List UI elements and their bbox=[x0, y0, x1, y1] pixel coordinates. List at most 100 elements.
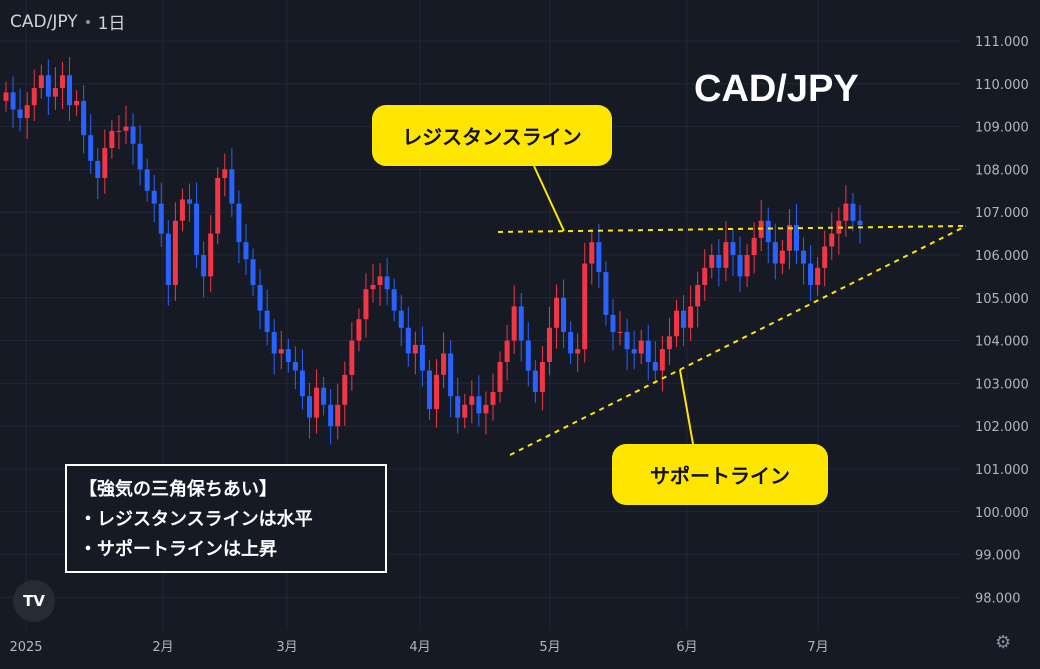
candle-body bbox=[801, 250, 807, 264]
x-tick-label: 2025 bbox=[9, 640, 42, 655]
y-tick-label: 107.000 bbox=[975, 206, 1029, 221]
candle-body bbox=[857, 220, 863, 226]
candle-body bbox=[673, 310, 679, 337]
candle-body bbox=[434, 374, 440, 410]
y-tick-label: 102.000 bbox=[975, 420, 1029, 435]
y-tick-label: 105.000 bbox=[975, 292, 1029, 307]
candle-body bbox=[582, 263, 588, 350]
candle-body bbox=[24, 105, 30, 119]
y-tick-label: 109.000 bbox=[975, 121, 1029, 136]
candle-body bbox=[10, 92, 16, 110]
candle-body bbox=[539, 362, 545, 392]
candle-body bbox=[179, 199, 185, 221]
candle-body bbox=[645, 340, 651, 362]
candle-body bbox=[518, 306, 524, 341]
candle-body bbox=[370, 284, 376, 290]
candle-body bbox=[462, 404, 468, 418]
candle-body bbox=[74, 100, 80, 106]
candle-body bbox=[229, 169, 235, 204]
candle-body bbox=[45, 75, 51, 97]
candle-body bbox=[568, 332, 574, 354]
candle-body bbox=[222, 169, 228, 178]
candle-body bbox=[617, 332, 623, 334]
candle-body bbox=[356, 319, 362, 341]
candle-body bbox=[292, 362, 298, 371]
candle-body bbox=[363, 289, 369, 320]
candle-body bbox=[843, 203, 849, 221]
candle-body bbox=[624, 332, 630, 350]
candle-body bbox=[603, 272, 609, 315]
candle-body bbox=[772, 242, 778, 264]
candle-body bbox=[822, 246, 828, 268]
interval-label[interactable]: 1日 bbox=[97, 14, 126, 34]
candle-body bbox=[257, 284, 263, 311]
candle-body bbox=[52, 88, 58, 97]
candle-body bbox=[850, 203, 856, 221]
y-tick-label: 103.000 bbox=[975, 377, 1029, 392]
candle-body bbox=[95, 160, 101, 178]
candle-body bbox=[511, 306, 517, 341]
y-tick-label: 106.000 bbox=[975, 249, 1029, 264]
candle-body bbox=[681, 310, 687, 328]
candle-body bbox=[589, 242, 595, 264]
resistance-callout: レジスタンスライン bbox=[372, 105, 612, 166]
candle-body bbox=[271, 332, 277, 354]
candle-body bbox=[158, 203, 164, 234]
candle-body bbox=[250, 259, 256, 285]
candle-body bbox=[723, 242, 729, 268]
candle-body bbox=[709, 255, 715, 268]
candle-body bbox=[829, 233, 835, 247]
candle-body bbox=[151, 190, 157, 204]
candle-body bbox=[384, 276, 390, 290]
candle-body bbox=[194, 203, 200, 255]
candle-body bbox=[335, 404, 341, 427]
candle-body bbox=[793, 225, 799, 251]
candle-body bbox=[554, 297, 560, 328]
candle-series bbox=[3, 56, 863, 445]
symbol-name[interactable]: CAD/JPY bbox=[10, 11, 78, 32]
separator-dot bbox=[85, 19, 90, 24]
resistance-pointer bbox=[533, 165, 565, 232]
x-tick-label: 6月 bbox=[676, 640, 697, 655]
time-axis: 2025 2月 3月 4月 5月 6月 7月 bbox=[9, 640, 828, 655]
candle-body bbox=[215, 177, 221, 234]
candle-body bbox=[448, 353, 454, 397]
tradingview-logo-icon[interactable]: TV bbox=[13, 580, 55, 622]
candle-body bbox=[59, 75, 65, 89]
candle-body bbox=[497, 362, 503, 392]
support-callout: サポートライン bbox=[612, 444, 828, 505]
candle-body bbox=[688, 306, 694, 328]
candle-body bbox=[17, 109, 23, 119]
candle-body bbox=[81, 100, 87, 136]
candle-body bbox=[476, 396, 482, 414]
x-tick-label: 7月 bbox=[807, 640, 828, 655]
candle-body bbox=[102, 148, 108, 178]
x-tick-label: 5月 bbox=[539, 640, 560, 655]
candle-body bbox=[751, 237, 757, 255]
pattern-info-box: 【強気の三角保ちあい】 ・レジスタンスラインは水平 ・サポートラインは上昇 bbox=[65, 464, 387, 573]
candle-body bbox=[321, 387, 327, 405]
x-tick-label: 4月 bbox=[409, 640, 430, 655]
candle-body bbox=[285, 349, 291, 362]
gear-icon[interactable]: ⚙ bbox=[995, 632, 1012, 653]
y-tick-label: 104.000 bbox=[975, 335, 1029, 350]
y-tick-label: 100.000 bbox=[975, 506, 1029, 521]
support-pointer bbox=[679, 369, 694, 445]
candle-body bbox=[808, 263, 814, 285]
candle-body bbox=[349, 340, 355, 375]
candle-body bbox=[610, 314, 616, 333]
info-line: ・サポートラインは上昇 bbox=[79, 539, 277, 560]
candle-body bbox=[165, 233, 171, 285]
y-tick-label: 101.000 bbox=[975, 463, 1029, 478]
candle-body bbox=[243, 242, 249, 260]
candle-body bbox=[208, 233, 214, 277]
candle-body bbox=[419, 344, 425, 371]
x-tick-label: 3月 bbox=[276, 640, 297, 655]
candle-body bbox=[786, 225, 792, 251]
candle-body bbox=[596, 242, 602, 273]
candle-body bbox=[525, 340, 531, 371]
candle-body bbox=[546, 327, 552, 362]
candle-body bbox=[638, 340, 644, 354]
x-tick-label: 2月 bbox=[152, 640, 173, 655]
symbol-header[interactable]: CAD/JPY 1日 bbox=[10, 9, 126, 35]
